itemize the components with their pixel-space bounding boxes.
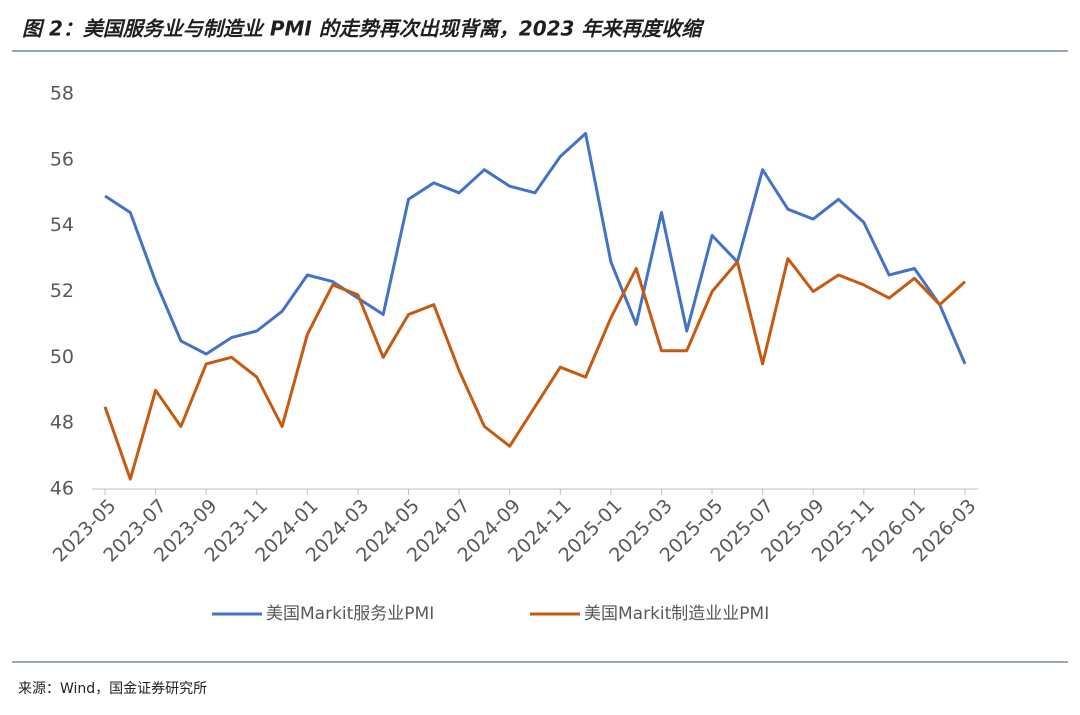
y-tick-label: 54 [50,214,74,236]
y-tick-label: 48 [50,412,74,434]
chart-title: 图 2：美国服务业与制造业 PMI 的走势再次出现背离，2023 年来再度收缩 [22,17,705,41]
y-tick-label: 46 [50,478,74,500]
y-tick-label: 50 [50,346,74,368]
series-line [103,257,967,481]
y-tick-label: 56 [50,148,74,170]
legend-label: 美国Markit制造业业PMI [584,604,769,624]
y-tick-label: 52 [50,280,74,302]
legend-label: 美国Markit服务业PMI [266,604,434,624]
series-line [104,132,967,365]
source: 来源：Wind，国金证券研究所 [18,681,207,697]
y-tick-label: 58 [50,83,74,105]
